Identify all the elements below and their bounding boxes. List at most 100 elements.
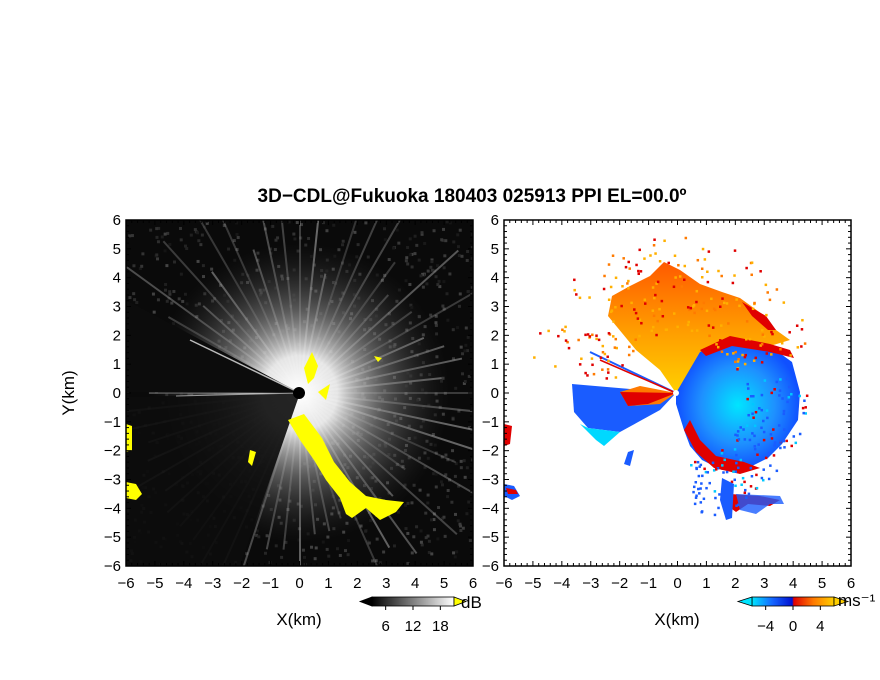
velocity-pixel <box>716 345 720 349</box>
velocity-pixel <box>713 513 717 517</box>
x-tick-label: −3 <box>582 575 599 592</box>
radar-center <box>293 387 305 399</box>
velocity-pixel <box>758 407 761 410</box>
noise-pixel <box>444 453 448 457</box>
noise-pixel <box>435 264 439 268</box>
velocity-pixel <box>689 306 693 310</box>
noise-pixel <box>287 220 291 224</box>
velocity-pixel <box>678 275 682 278</box>
velocity-pixel <box>746 397 749 401</box>
noise-pixel <box>424 536 428 540</box>
velocity-pixel <box>711 326 715 329</box>
velocity-pixel <box>741 476 745 480</box>
velocity-pixel <box>718 461 722 464</box>
noise-pixel <box>152 310 156 314</box>
noise-pixel <box>395 228 399 232</box>
velocity-pixel <box>603 352 607 356</box>
velocity-pixel <box>627 287 630 290</box>
velocity-colorbar: −4 0 4 ms⁻¹ <box>736 591 876 635</box>
colorbar-tick-label: 12 <box>405 618 422 635</box>
noise-pixel <box>307 236 311 240</box>
noise-pixel <box>156 298 160 302</box>
velocity-pixel <box>635 263 638 267</box>
x-tick-label: 1 <box>702 575 710 592</box>
noise-pixel <box>441 304 445 308</box>
velocity-pixel <box>749 466 753 470</box>
velocity-pixel <box>654 252 657 255</box>
noise-pixel <box>466 250 470 254</box>
velocity-pixel <box>603 274 606 278</box>
velocity-pixel <box>735 504 738 508</box>
velocity-pixel <box>760 342 764 346</box>
velocity-pixel <box>767 477 771 481</box>
noise-pixel <box>408 253 412 257</box>
velocity-pixel <box>795 324 799 327</box>
noise-pixel <box>167 296 171 300</box>
y-tick-label: −5 <box>104 529 121 546</box>
velocity-pixel <box>738 304 741 308</box>
velocity-pixel <box>735 461 738 465</box>
noise-pixel <box>274 544 278 548</box>
velocity-pixel <box>695 466 698 470</box>
noise-pixel <box>280 555 284 559</box>
velocity-pixel <box>787 396 791 399</box>
noise-pixel <box>276 236 280 240</box>
velocity-pixel <box>578 363 582 366</box>
noise-pixel <box>430 260 434 264</box>
noise-pixel <box>465 258 469 262</box>
velocity-pixel <box>654 293 657 297</box>
noise-pixel <box>295 221 299 225</box>
velocity-pixel <box>566 340 569 344</box>
velocity-pixel <box>790 444 793 448</box>
noise-pixel <box>338 553 342 557</box>
y-tick-label: 5 <box>113 241 121 258</box>
velocity-pixel <box>702 497 706 501</box>
noise-pixel <box>442 227 446 231</box>
snr-colorbar: 6 12 18 dB <box>358 593 482 635</box>
y-tick-label: 0 <box>491 385 499 402</box>
velocity-pixel <box>699 501 703 504</box>
velocity-pixel <box>690 329 694 333</box>
noise-pixel <box>430 258 434 262</box>
y-tick-label: −2 <box>482 443 499 460</box>
velocity-pixel <box>765 313 768 317</box>
velocity-pixel <box>602 287 606 291</box>
noise-pixel <box>452 357 456 361</box>
noise-pixel <box>446 318 450 322</box>
noise-pixel <box>463 379 467 383</box>
noise-pixel <box>424 511 428 515</box>
velocity-pixel <box>704 470 708 474</box>
noise-pixel <box>375 537 379 541</box>
velocity-pixel <box>798 432 802 436</box>
beam-ray <box>189 339 301 394</box>
velocity-pixel <box>695 300 698 304</box>
snr-xlabel: X(km) <box>276 610 321 629</box>
velocity-pixel <box>733 448 737 451</box>
noise-pixel <box>440 483 444 487</box>
y-tick-label: 3 <box>491 299 499 316</box>
noise-pixel <box>434 472 438 476</box>
velocity-pixel <box>760 361 764 364</box>
velocity-pixel <box>725 470 729 474</box>
noise-pixel <box>419 540 423 544</box>
y-tick-label: −6 <box>104 558 121 575</box>
noise-pixel <box>419 529 423 533</box>
velocity-pixel <box>723 301 726 305</box>
velocity-pixel <box>672 285 676 289</box>
velocity-west-sector-cyan <box>580 424 620 446</box>
velocity-pixel <box>588 296 591 299</box>
velocity-pixel <box>753 447 757 451</box>
velocity-pixel <box>761 478 765 482</box>
velocity-pixel <box>764 283 768 287</box>
velocity-pixel <box>736 360 740 363</box>
velocity-pixel <box>775 288 779 291</box>
y-tick-label: 2 <box>491 327 499 344</box>
noise-pixel <box>461 372 465 376</box>
noise-pixel <box>421 285 425 289</box>
velocity-pixel <box>688 308 691 312</box>
velocity-pixel <box>609 310 613 314</box>
noise-pixel <box>168 242 172 246</box>
colorbar-tick-label: 0 <box>789 618 797 635</box>
velocity-pixel <box>586 374 589 377</box>
